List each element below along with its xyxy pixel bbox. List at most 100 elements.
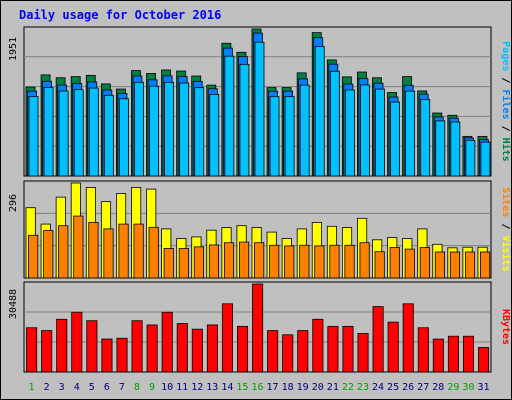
pages-bar bbox=[179, 82, 190, 177]
pages-bar bbox=[329, 70, 340, 177]
legend-sites: Sites bbox=[500, 187, 512, 217]
kbytes-bar bbox=[432, 338, 444, 373]
kbytes-bar bbox=[372, 306, 384, 373]
x-tick-label: 29 bbox=[447, 382, 459, 393]
sites-bar bbox=[103, 228, 114, 279]
x-tick-label: 7 bbox=[119, 382, 125, 393]
sites-bar bbox=[208, 244, 220, 279]
pages-bar bbox=[375, 88, 385, 177]
sites-bar bbox=[404, 248, 415, 279]
kbytes-bar bbox=[146, 324, 158, 373]
sites-bar bbox=[344, 244, 355, 279]
kbytes-bar bbox=[447, 335, 459, 373]
sites-bar bbox=[314, 245, 325, 279]
sites-bar bbox=[133, 223, 144, 279]
x-tick-label: 12 bbox=[191, 382, 203, 393]
x-tick-label: 22 bbox=[342, 382, 354, 393]
bottom-max-label: 30488 bbox=[8, 289, 19, 319]
x-tick-label: 30 bbox=[462, 382, 474, 393]
x-tick-label: 25 bbox=[387, 382, 399, 393]
pages-bar bbox=[420, 99, 431, 177]
legend-separator: / bbox=[500, 71, 511, 89]
kbytes-bar bbox=[56, 318, 68, 373]
sites-bar bbox=[148, 226, 159, 279]
sites-bar bbox=[28, 234, 39, 279]
middle-max-label: 296 bbox=[8, 194, 19, 212]
x-tick-label: 20 bbox=[312, 382, 324, 393]
pages-bar bbox=[465, 139, 476, 177]
kbytes-bar bbox=[297, 330, 309, 373]
x-tick-label: 16 bbox=[251, 382, 263, 393]
sites-bar bbox=[359, 242, 370, 279]
legend-kbytes: KBytes bbox=[500, 309, 511, 345]
kbytes-bar bbox=[206, 324, 218, 373]
top-panel: 1951 Pages / Files / Hits bbox=[8, 26, 512, 177]
kbytes-bar bbox=[252, 283, 264, 373]
sites-bar bbox=[389, 247, 400, 279]
kbytes-bar bbox=[116, 337, 128, 373]
x-tick-label: 15 bbox=[236, 382, 248, 393]
pages-bar bbox=[224, 55, 235, 177]
kbytes-bar bbox=[417, 327, 429, 373]
sites-bar bbox=[178, 248, 189, 279]
sites-bar bbox=[480, 251, 491, 279]
x-tick-label: 9 bbox=[149, 382, 155, 393]
kbytes-bar bbox=[86, 320, 98, 373]
kbytes-bar bbox=[478, 347, 490, 373]
pages-bar bbox=[269, 96, 280, 177]
x-tick-label: 10 bbox=[161, 382, 173, 393]
x-tick-label: 2 bbox=[44, 382, 50, 393]
kbytes-bar bbox=[342, 325, 354, 373]
pages-bar bbox=[299, 84, 310, 177]
bottom-legend: KBytes bbox=[500, 309, 511, 345]
kbytes-bar bbox=[402, 303, 414, 373]
x-tick-label: 17 bbox=[267, 382, 279, 393]
kbytes-bar bbox=[357, 332, 369, 373]
x-axis-labels: 1 2 3 4 5 6 7 8 9 10 11 12 13 14 15 16 17 18 19 20 21 22 23 24 2… bbox=[29, 382, 490, 393]
sites-bar bbox=[254, 242, 265, 279]
x-tick-label: 1 bbox=[29, 382, 35, 393]
sites-bar bbox=[329, 244, 340, 279]
top-max-label: 1951 bbox=[8, 37, 19, 61]
sites-bar bbox=[193, 246, 204, 279]
pages-bar bbox=[118, 98, 129, 177]
pages-bar bbox=[239, 63, 250, 177]
sites-bar bbox=[434, 251, 445, 279]
kbytes-bar bbox=[237, 325, 249, 373]
pages-bar bbox=[134, 81, 144, 177]
chart-title: Daily usage for October 2016 bbox=[19, 8, 221, 22]
kbytes-bar bbox=[267, 330, 279, 373]
x-tick-label: 8 bbox=[134, 382, 140, 393]
x-tick-label: 6 bbox=[104, 382, 110, 393]
x-tick-label: 28 bbox=[432, 382, 444, 393]
kbytes-bar bbox=[387, 321, 399, 373]
kbytes-bar bbox=[176, 323, 188, 373]
pages-bar bbox=[88, 87, 99, 177]
kbytes-bar bbox=[41, 330, 53, 373]
top-legend: Pages / Files / Hits bbox=[500, 41, 512, 161]
kbytes-bar bbox=[26, 327, 38, 373]
legend-visits: Visits bbox=[500, 236, 512, 272]
x-tick-label: 4 bbox=[74, 382, 80, 393]
pages-bar bbox=[390, 101, 400, 177]
sites-bar bbox=[88, 222, 99, 279]
legend-separator: / bbox=[500, 120, 511, 138]
pages-bar bbox=[58, 90, 69, 177]
pages-bar bbox=[254, 41, 265, 177]
kbytes-bar bbox=[282, 334, 294, 373]
pages-bar bbox=[194, 87, 205, 177]
kbytes-bar bbox=[312, 318, 324, 373]
kbytes-bar bbox=[161, 311, 173, 373]
kbytes-bar bbox=[191, 328, 203, 373]
kbytes-bar bbox=[462, 335, 475, 373]
pages-bar bbox=[314, 46, 325, 177]
x-tick-label: 24 bbox=[372, 382, 384, 393]
pages-bar bbox=[164, 81, 175, 177]
sites-bar bbox=[284, 245, 295, 279]
sites-bar bbox=[43, 230, 54, 279]
pages-bar bbox=[28, 96, 39, 177]
pages-bar bbox=[43, 86, 54, 177]
sites-bar bbox=[58, 225, 69, 279]
pages-bar bbox=[209, 94, 220, 177]
